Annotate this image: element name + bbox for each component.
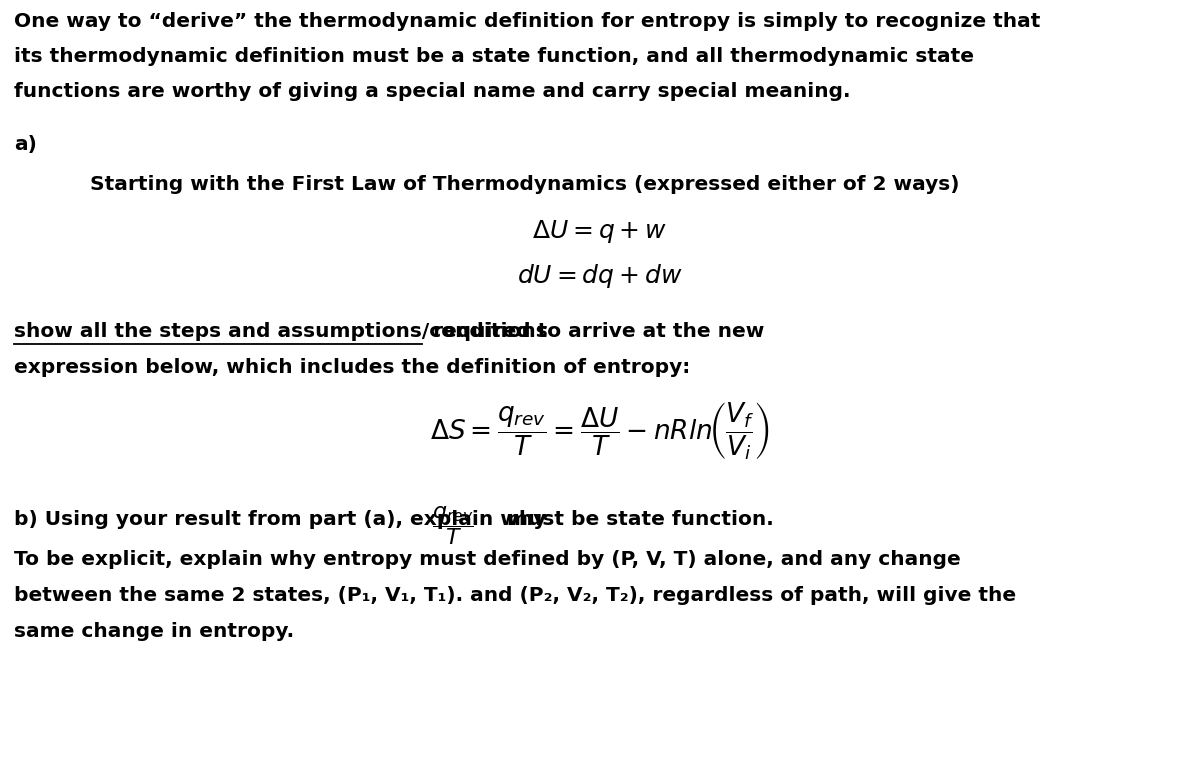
- Text: One way to “derive” the thermodynamic definition for entropy is simply to recogn: One way to “derive” the thermodynamic de…: [14, 12, 1040, 31]
- Text: Starting with the First Law of Thermodynamics (expressed either of 2 ways): Starting with the First Law of Thermodyn…: [90, 175, 960, 194]
- Text: must be state function.: must be state function.: [500, 510, 774, 529]
- Text: expression below, which includes the definition of entropy:: expression below, which includes the def…: [14, 358, 690, 377]
- Text: show all the steps and assumptions/conditions: show all the steps and assumptions/condi…: [14, 322, 547, 341]
- Text: functions are worthy of giving a special name and carry special meaning.: functions are worthy of giving a special…: [14, 82, 851, 101]
- Text: b) Using your result from part (a), explain why: b) Using your result from part (a), expl…: [14, 510, 553, 529]
- Text: its thermodynamic definition must be a state function, and all thermodynamic sta: its thermodynamic definition must be a s…: [14, 47, 974, 66]
- Text: $\dfrac{q_{rev}}{T}$: $\dfrac{q_{rev}}{T}$: [432, 504, 474, 547]
- Text: $dU = dq + dw$: $dU = dq + dw$: [517, 262, 683, 290]
- Text: $\Delta S = \dfrac{q_{rev}}{T} = \dfrac{\Delta U}{T} - nRln\!\left(\dfrac{V_f}{V: $\Delta S = \dfrac{q_{rev}}{T} = \dfrac{…: [431, 400, 769, 462]
- Text: between the same 2 states, (P₁, V₁, T₁). and (P₂, V₂, T₂), regardless of path, w: between the same 2 states, (P₁, V₁, T₁).…: [14, 586, 1016, 605]
- Text: required to arrive at the new: required to arrive at the new: [426, 322, 764, 341]
- Text: $\Delta U = q + w$: $\Delta U = q + w$: [533, 218, 667, 245]
- Text: same change in entropy.: same change in entropy.: [14, 622, 294, 641]
- Text: To be explicit, explain why entropy must defined by (P, V, T) alone, and any cha: To be explicit, explain why entropy must…: [14, 550, 961, 569]
- Text: a): a): [14, 135, 37, 154]
